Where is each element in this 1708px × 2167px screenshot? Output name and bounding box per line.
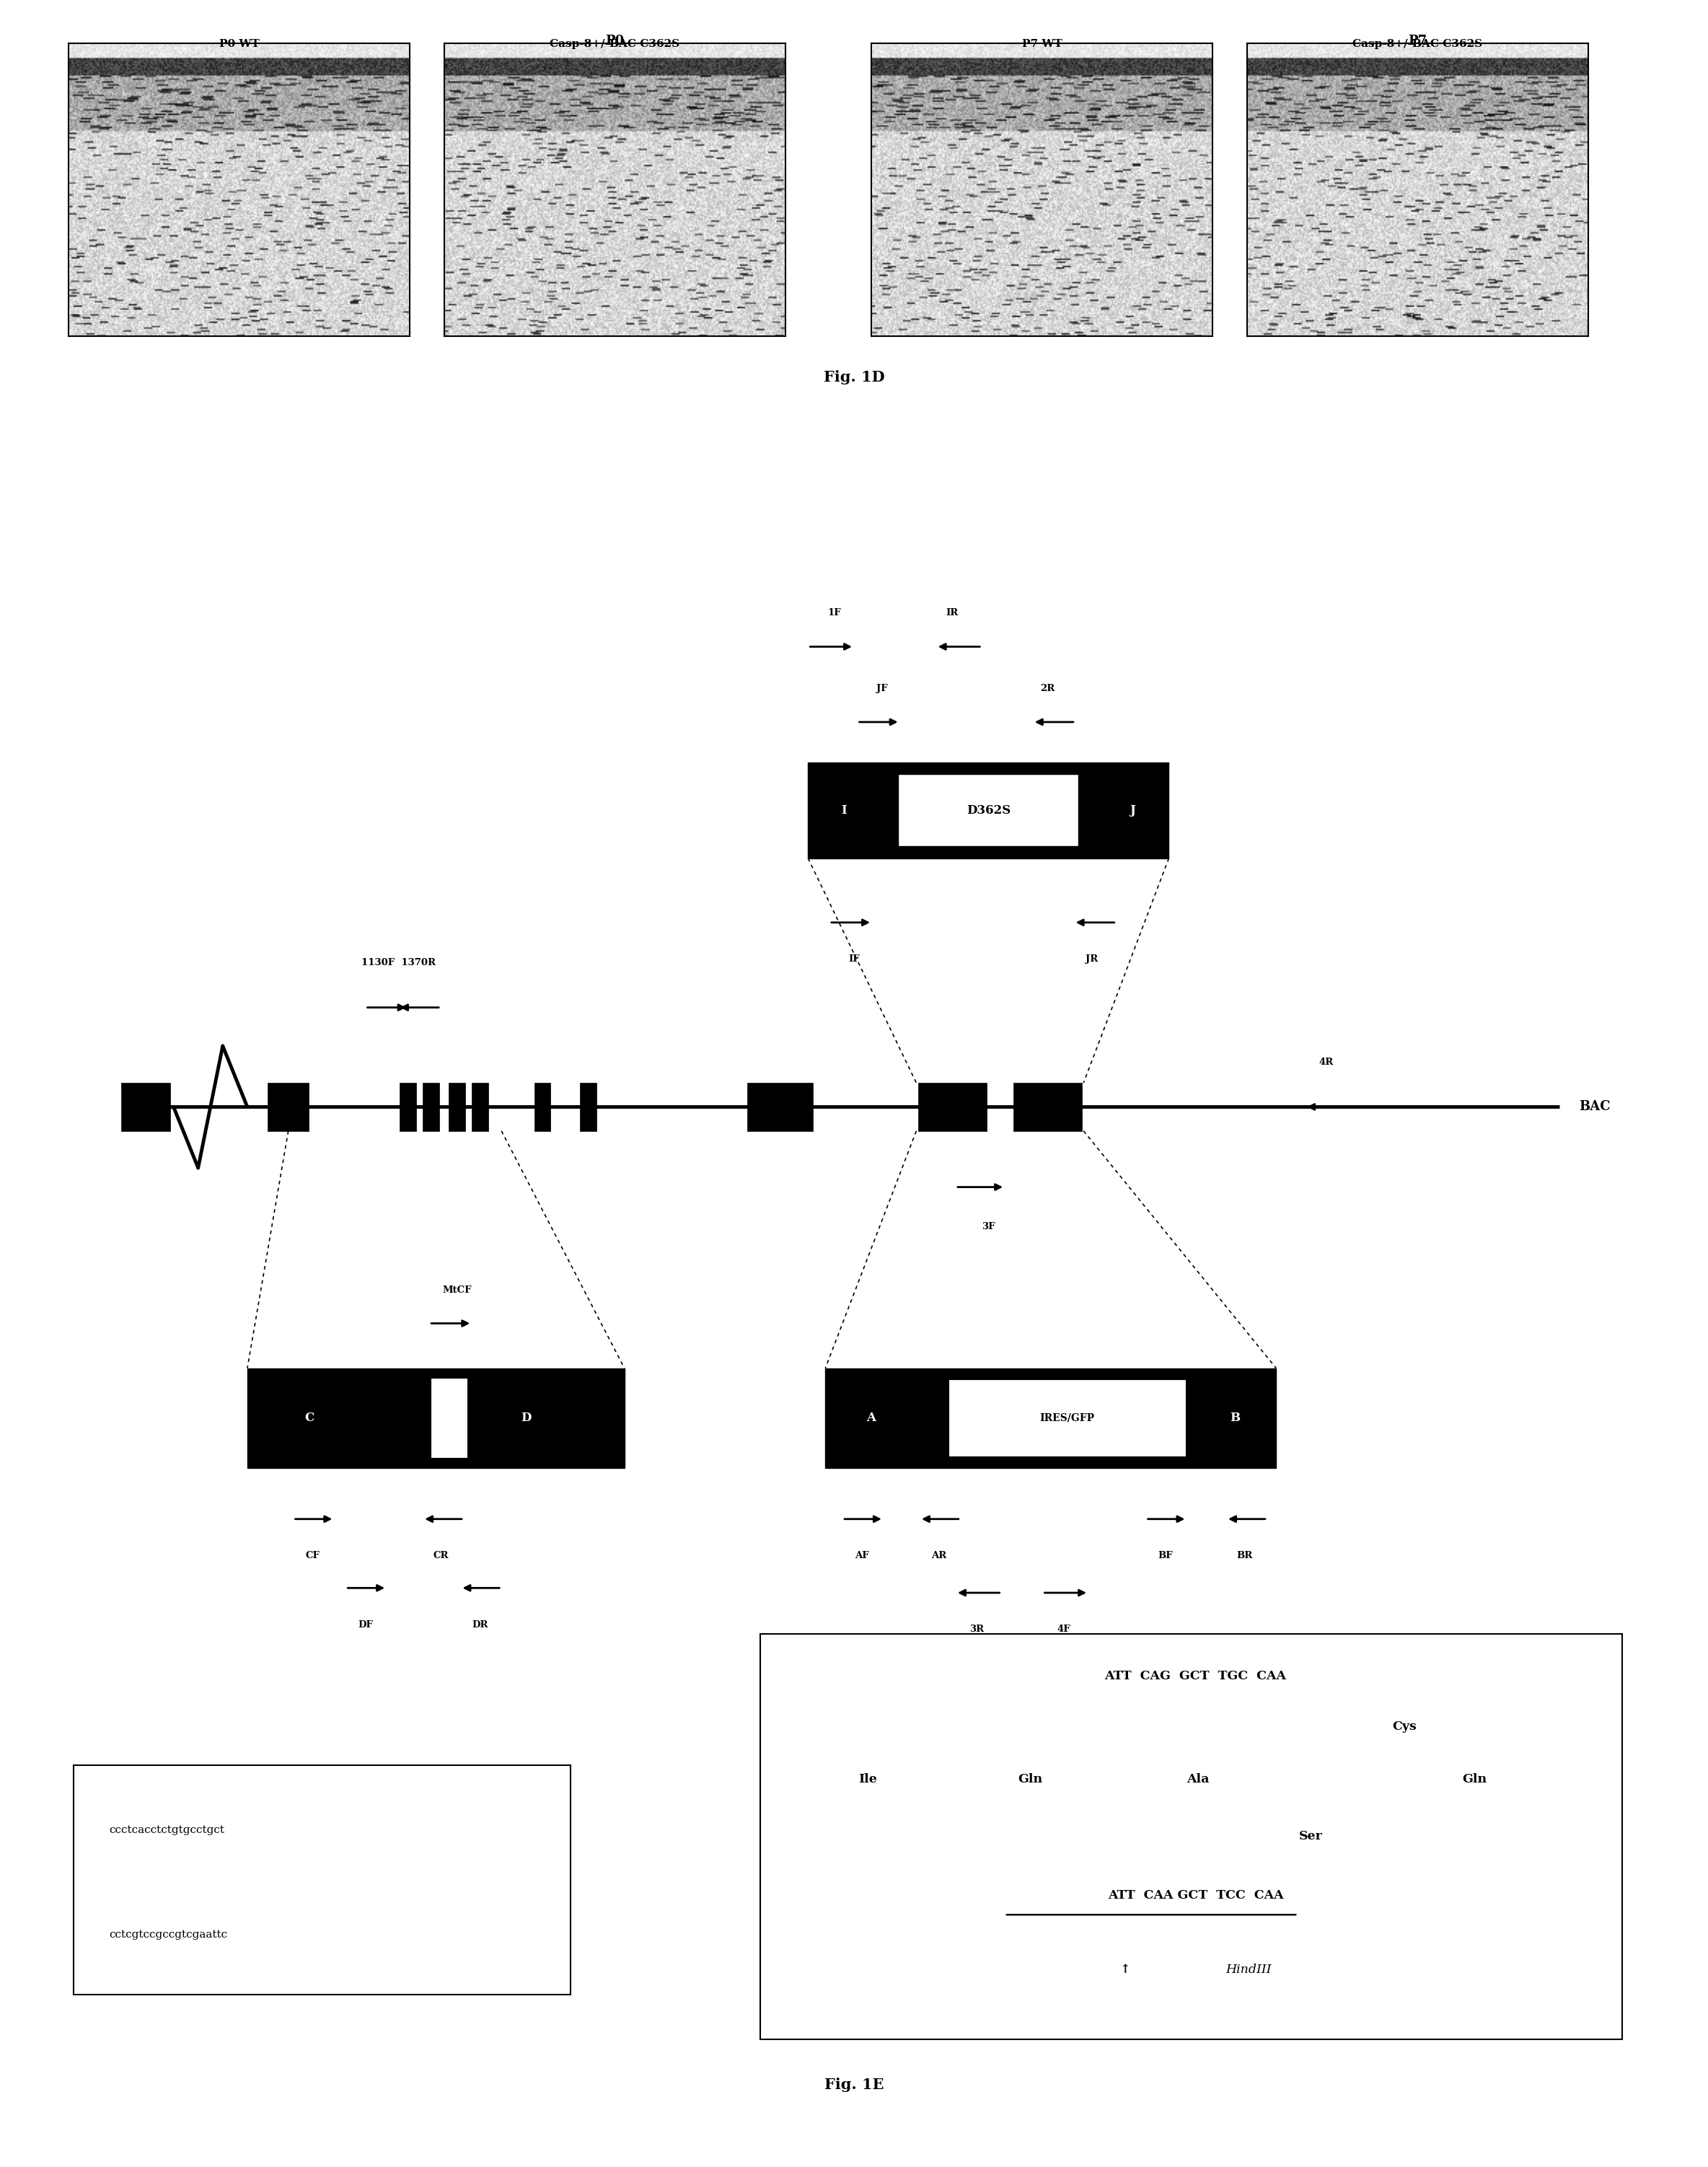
Text: Ala: Ala — [1187, 1773, 1209, 1786]
Text: AF: AF — [856, 1552, 869, 1560]
Bar — [430, 1378, 466, 1458]
Text: ↑: ↑ — [1119, 1963, 1129, 1976]
Text: A: A — [866, 1413, 876, 1424]
Text: MtCF: MtCF — [442, 1285, 471, 1294]
Text: P7 WT: P7 WT — [1021, 39, 1062, 50]
Text: P0 WT: P0 WT — [219, 39, 260, 50]
Text: AR: AR — [931, 1552, 946, 1560]
Text: BAC: BAC — [1578, 1101, 1611, 1114]
Text: 3R: 3R — [970, 1625, 984, 1634]
Text: I: I — [842, 804, 847, 817]
Text: JF: JF — [876, 685, 888, 693]
Bar — [268, 1084, 309, 1131]
Text: DF: DF — [359, 1621, 372, 1630]
Bar — [825, 1367, 1276, 1467]
Text: HindIII: HindIII — [1226, 1963, 1272, 1976]
Bar — [248, 1367, 625, 1467]
Bar — [121, 1084, 171, 1131]
Text: Gln: Gln — [1018, 1773, 1042, 1786]
Text: BR: BR — [1237, 1552, 1252, 1560]
Text: IF: IF — [849, 953, 859, 964]
Bar — [748, 1084, 813, 1131]
Text: ccctcacctctgtgcctgct: ccctcacctctgtgcctgct — [109, 1825, 225, 1835]
Bar — [917, 1084, 987, 1131]
Text: B: B — [1230, 1413, 1240, 1424]
Text: 4F: 4F — [1057, 1625, 1071, 1634]
Bar — [581, 1084, 596, 1131]
Bar — [424, 1084, 439, 1131]
Bar — [400, 1084, 417, 1131]
Text: IR: IR — [946, 609, 958, 618]
Text: CR: CR — [434, 1552, 449, 1560]
Text: 1F: 1F — [828, 609, 840, 618]
Text: JR: JR — [1086, 953, 1098, 964]
Bar — [1013, 1084, 1081, 1131]
Bar — [808, 763, 1168, 858]
Text: Casp-8+/-BAC C362S: Casp-8+/-BAC C362S — [550, 39, 680, 50]
Text: 2R: 2R — [1040, 685, 1056, 693]
Text: 3F: 3F — [982, 1222, 996, 1231]
Text: BF: BF — [1158, 1552, 1173, 1560]
Text: Fig. 1D: Fig. 1D — [823, 371, 885, 384]
Text: IRES/GFP: IRES/GFP — [1040, 1413, 1095, 1424]
Bar — [898, 774, 1079, 847]
Text: DR: DR — [471, 1621, 488, 1630]
Bar — [449, 1084, 465, 1131]
Text: 1130F  1370R: 1130F 1370R — [360, 958, 436, 966]
Text: D: D — [521, 1413, 531, 1424]
Text: P7: P7 — [1407, 35, 1428, 48]
Text: Cys: Cys — [1392, 1721, 1416, 1734]
Bar — [948, 1380, 1185, 1456]
Text: J: J — [1131, 804, 1136, 817]
Text: Ile: Ile — [857, 1773, 876, 1786]
Bar — [471, 1084, 488, 1131]
Text: D362S: D362S — [967, 804, 1011, 817]
Text: 4R: 4R — [1319, 1057, 1334, 1066]
Text: cctcgtccgccgtcgaattc: cctcgtccgccgtcgaattc — [109, 1929, 227, 1939]
Text: C: C — [304, 1413, 314, 1424]
Text: Gln: Gln — [1462, 1773, 1486, 1786]
Text: Fig. 1E: Fig. 1E — [825, 2078, 883, 2091]
Text: Casp-8+/-BAC C362S: Casp-8+/-BAC C362S — [1353, 39, 1483, 50]
Text: P0: P0 — [605, 35, 625, 48]
Text: Ser: Ser — [1300, 1831, 1324, 1842]
Text: ATT  CAG  GCT  TGC  CAA: ATT CAG GCT TGC CAA — [1105, 1671, 1286, 1682]
Bar — [535, 1084, 550, 1131]
Text: ATT  CAA GCT  TCC  CAA: ATT CAA GCT TCC CAA — [1108, 1890, 1283, 1903]
Text: CF: CF — [306, 1552, 319, 1560]
